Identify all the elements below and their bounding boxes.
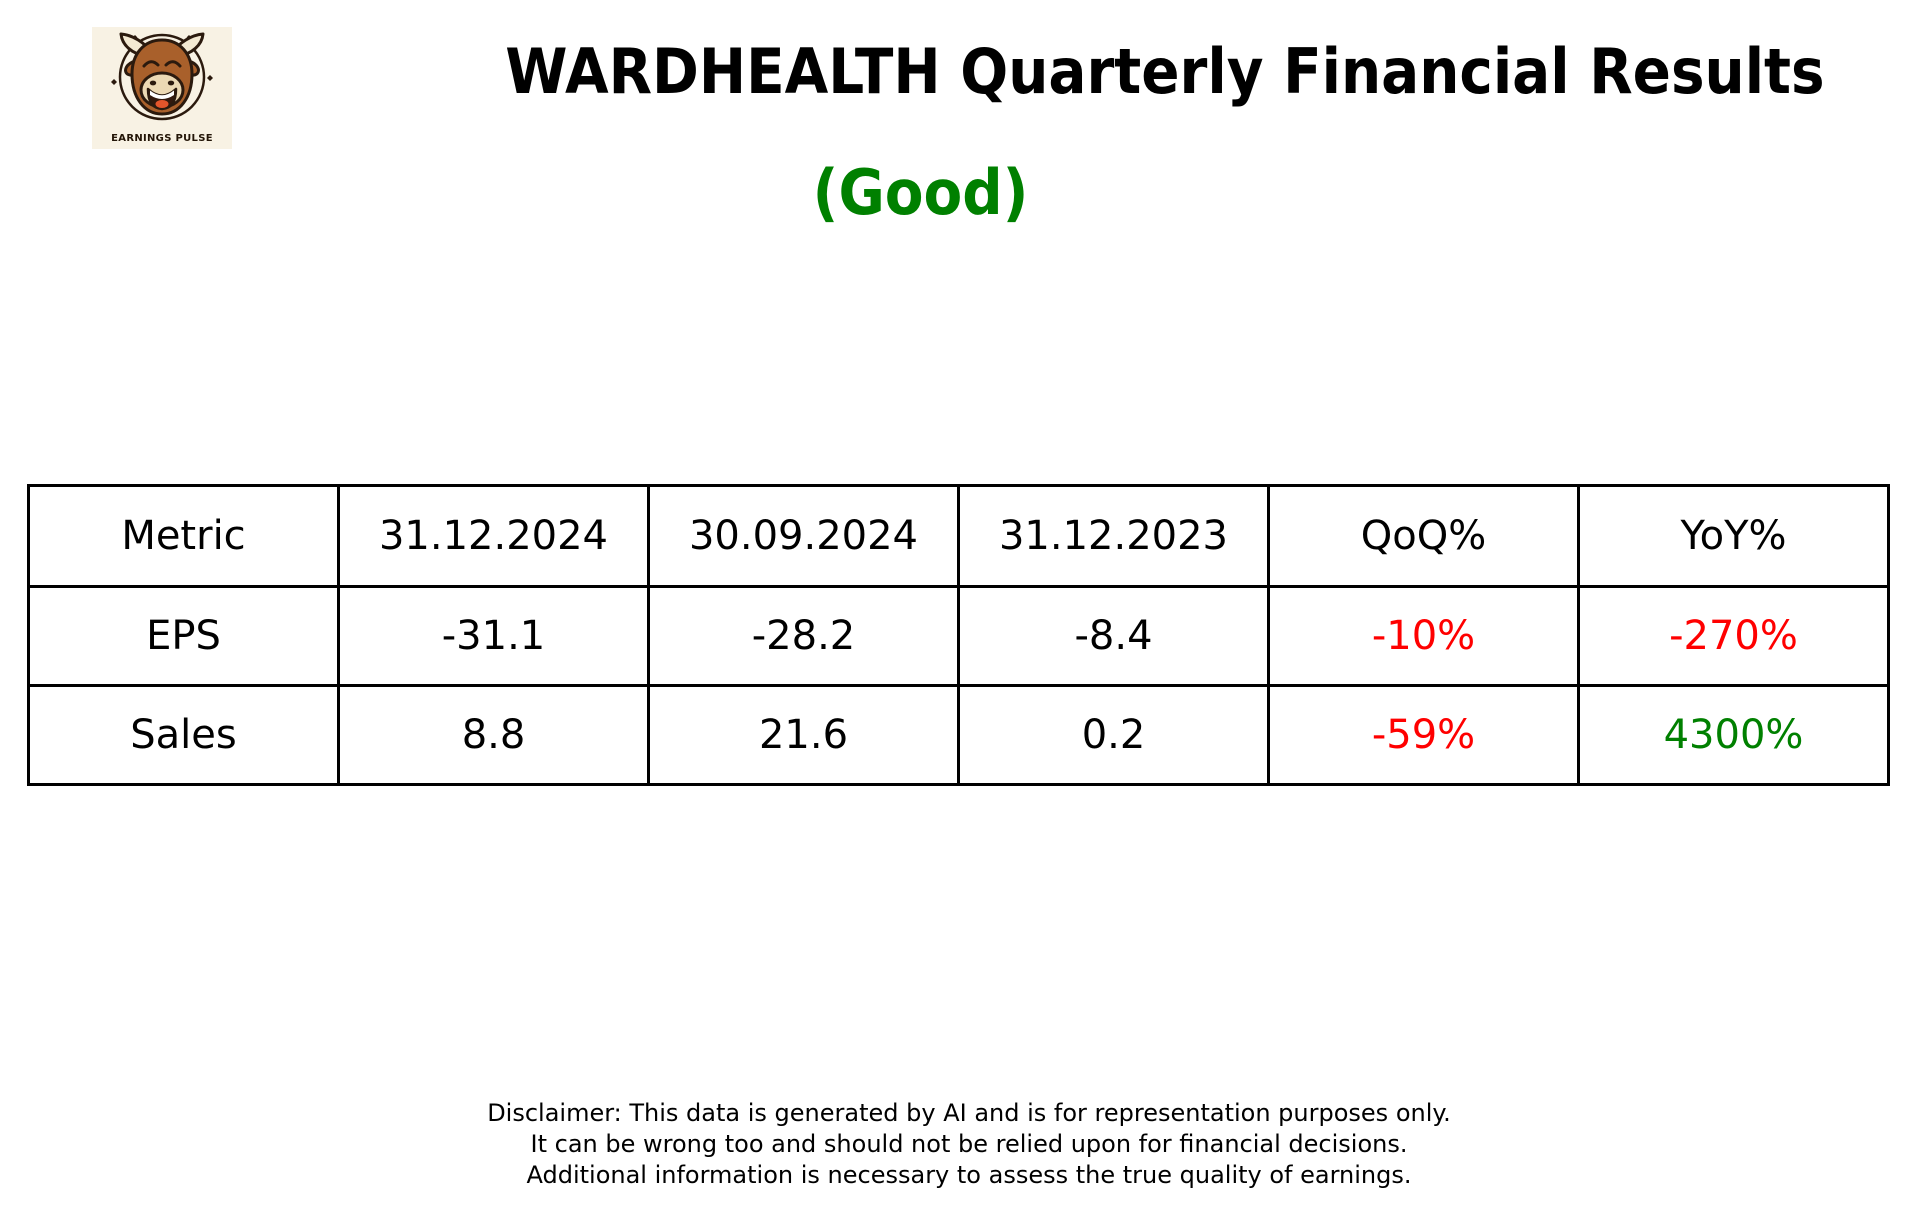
quality-label-text: (Good) — [813, 156, 1029, 229]
table-cell-yoy: 4300% — [1577, 684, 1890, 786]
results-table-body: EPS -31.1 -28.2 -8.4 -10% -270% Sales 8.… — [27, 585, 1890, 786]
results-table-header: Metric 31.12.2024 30.09.2024 31.12.2023 … — [27, 484, 1890, 588]
table-row-sales: Sales 8.8 21.6 0.2 -59% 4300% — [27, 684, 1890, 786]
row-label: EPS — [27, 585, 340, 687]
results-table: Metric 31.12.2024 30.09.2024 31.12.2023 … — [27, 484, 1890, 786]
header-row: Metric 31.12.2024 30.09.2024 31.12.2023 … — [27, 484, 1890, 588]
table-row-eps: EPS -31.1 -28.2 -8.4 -10% -270% — [27, 585, 1890, 687]
disclaimer-line: Additional information is necessary to a… — [526, 1161, 1412, 1189]
page-title: WARDHEALTH Quarterly Financial Results — [440, 41, 1824, 103]
column-header-qoq: QoQ% — [1267, 484, 1580, 588]
table-cell-qoq: -59% — [1267, 684, 1580, 786]
laughing-bull-icon — [111, 32, 213, 121]
brand-name: EARNINGS PULSE — [111, 133, 213, 144]
column-header-q-30-09-2024: 30.09.2024 — [647, 484, 960, 588]
quality-label: (Good) — [0, 162, 1842, 224]
disclaimer: Disclaimer: This data is generated by AI… — [19, 1098, 1919, 1191]
table-cell: 0.2 — [957, 684, 1270, 786]
disclaimer-line: Disclaimer: This data is generated by AI… — [487, 1099, 1451, 1127]
disclaimer-line: It can be wrong too and should not be re… — [530, 1130, 1408, 1158]
table-cell: -31.1 — [337, 585, 650, 687]
column-header-metric: Metric — [27, 484, 340, 588]
table-cell: -8.4 — [957, 585, 1270, 687]
table-cell: 21.6 — [647, 684, 960, 786]
column-header-q-31-12-2024: 31.12.2024 — [337, 484, 650, 588]
column-header-q-31-12-2023: 31.12.2023 — [957, 484, 1270, 588]
table-cell: 8.8 — [337, 684, 650, 786]
table-cell-qoq: -10% — [1267, 585, 1580, 687]
table-cell: -28.2 — [647, 585, 960, 687]
row-label: Sales — [27, 684, 340, 786]
page-title-text: WARDHEALTH Quarterly Financial Results — [505, 35, 1825, 108]
table-cell-yoy: -270% — [1577, 585, 1890, 687]
brand-logo: EARNINGS PULSE — [92, 27, 232, 149]
column-header-yoy: YoY% — [1577, 484, 1890, 588]
